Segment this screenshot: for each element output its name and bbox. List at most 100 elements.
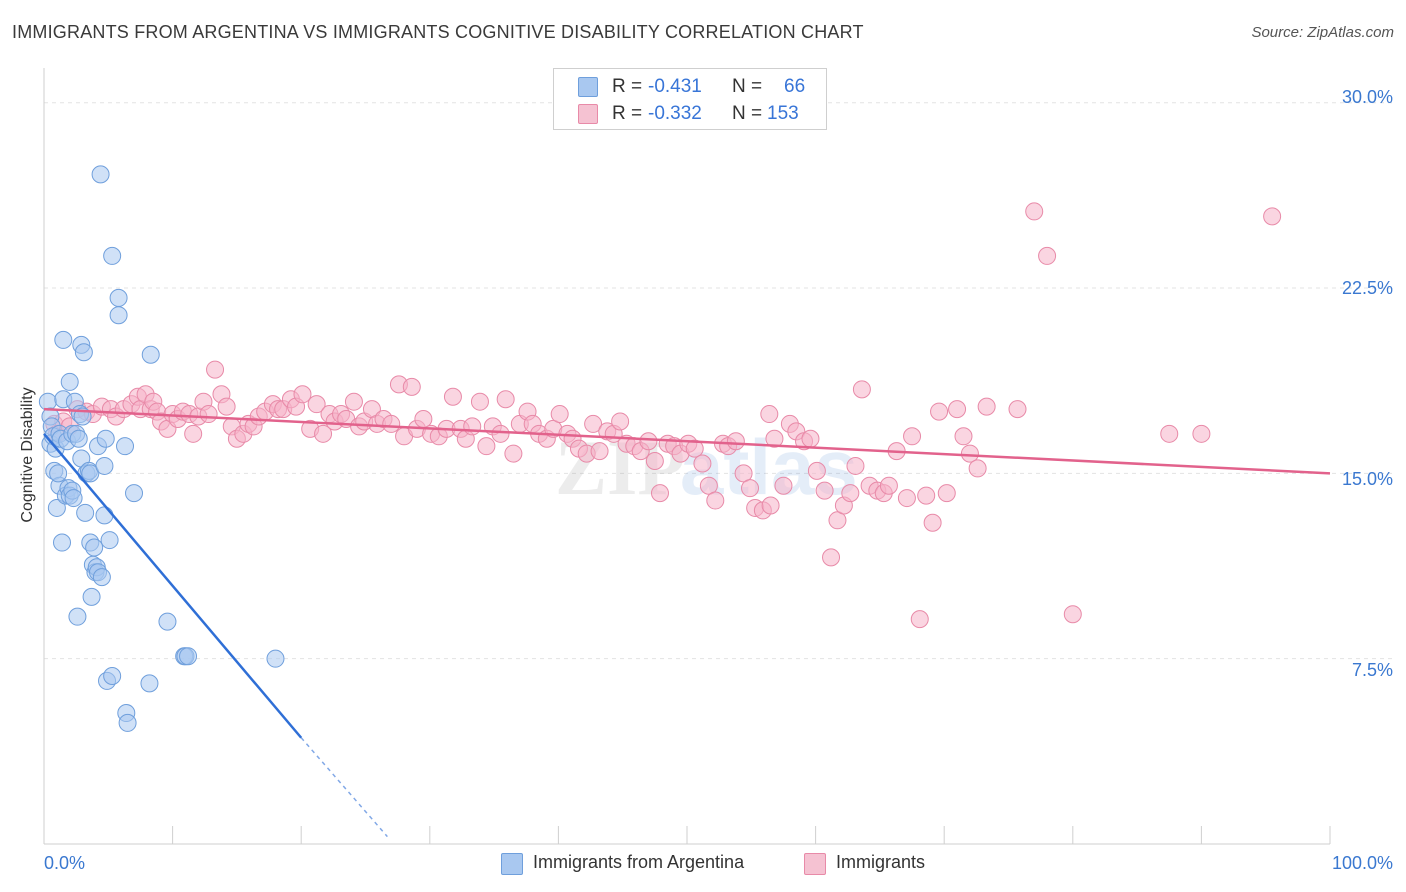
data-point	[463, 417, 482, 436]
data-point	[81, 464, 100, 483]
data-point	[53, 533, 72, 552]
bottom-legend-label: Immigrants	[836, 852, 926, 872]
data-point	[64, 489, 83, 508]
data-point	[846, 456, 865, 475]
data-point	[968, 459, 987, 478]
data-point	[140, 674, 159, 693]
data-point	[685, 439, 704, 458]
data-point	[307, 395, 326, 414]
data-point	[49, 464, 68, 483]
data-point	[937, 484, 956, 503]
data-point	[158, 612, 177, 631]
data-point	[801, 429, 820, 448]
data-point	[930, 402, 949, 421]
data-point	[897, 489, 916, 508]
data-point	[706, 491, 725, 510]
data-point	[125, 484, 144, 503]
data-point	[199, 405, 218, 424]
data-point	[344, 392, 363, 411]
bottom-legend-swatch-blue	[501, 853, 523, 875]
data-point	[266, 649, 285, 668]
data-point	[109, 306, 128, 325]
data-point	[960, 444, 979, 463]
data-point	[699, 476, 718, 495]
data-point	[496, 390, 515, 409]
data-point	[100, 531, 119, 550]
data-point	[109, 288, 128, 307]
data-point	[639, 432, 658, 451]
data-point	[903, 427, 922, 446]
data-point	[977, 397, 996, 416]
data-point	[414, 409, 433, 428]
data-point	[206, 360, 225, 379]
data-point	[402, 377, 421, 396]
data-point	[1025, 202, 1044, 221]
data-point	[103, 666, 122, 685]
data-point	[91, 165, 110, 184]
data-point	[96, 429, 115, 448]
data-point	[765, 429, 784, 448]
data-point	[82, 587, 101, 606]
legend-n-value: 153	[767, 103, 799, 124]
axes	[43, 68, 1331, 845]
bottom-legend-label: Immigrants from Argentina	[533, 852, 745, 872]
data-point	[852, 380, 871, 399]
y-axis-label: Cognitive Disability	[19, 387, 36, 523]
grid-lines	[44, 102, 1392, 660]
data-point	[650, 484, 669, 503]
legend-n-label: N =	[732, 76, 763, 97]
data-point	[47, 498, 66, 517]
x-tick-label-max: 100.0%	[1331, 853, 1393, 873]
data-point	[38, 392, 57, 411]
data-point	[69, 429, 88, 448]
legend-r-value: -0.431	[648, 76, 702, 97]
data-point	[470, 392, 489, 411]
y-tick-label: 22.5%	[1341, 278, 1393, 298]
data-point	[314, 424, 333, 443]
series-argentina-points	[38, 165, 285, 732]
data-point	[1038, 246, 1057, 265]
data-point	[95, 456, 114, 475]
data-point	[923, 513, 942, 532]
data-point	[693, 454, 712, 473]
data-point	[910, 610, 929, 629]
legend-n-label: N =	[732, 103, 763, 124]
legend-swatch-blue	[578, 77, 598, 97]
data-point	[954, 427, 973, 446]
data-point	[761, 496, 780, 515]
data-point	[550, 405, 569, 424]
data-point	[807, 461, 826, 480]
data-point	[734, 464, 753, 483]
data-point	[184, 424, 203, 443]
data-point	[774, 476, 793, 495]
data-point	[948, 400, 967, 419]
data-point	[1008, 400, 1027, 419]
trend-lines	[43, 407, 1331, 838]
data-point	[828, 511, 847, 530]
legend-r-value: -0.332	[648, 103, 702, 124]
data-point	[841, 484, 860, 503]
data-point	[584, 414, 603, 433]
data-point	[68, 607, 87, 626]
trend-line-argentina	[43, 433, 303, 739]
legend-swatch-pink	[578, 104, 598, 124]
data-point	[822, 548, 841, 567]
bottom-legend-swatch-pink	[804, 853, 826, 875]
series-immigrants-points	[45, 202, 1282, 629]
data-point	[611, 412, 630, 431]
data-point	[1263, 207, 1282, 226]
data-point	[116, 437, 135, 456]
y-tick-label: 30.0%	[1341, 87, 1393, 107]
data-point	[1160, 424, 1179, 443]
data-point	[76, 503, 95, 522]
data-point	[741, 479, 760, 498]
data-point	[179, 647, 198, 666]
data-point	[590, 442, 609, 461]
data-point	[815, 481, 834, 500]
y-tick-label: 7.5%	[1351, 660, 1393, 680]
data-point	[217, 397, 236, 416]
data-point	[85, 538, 104, 557]
data-point	[103, 246, 122, 265]
x-tick-label-min: 0.0%	[44, 853, 86, 873]
